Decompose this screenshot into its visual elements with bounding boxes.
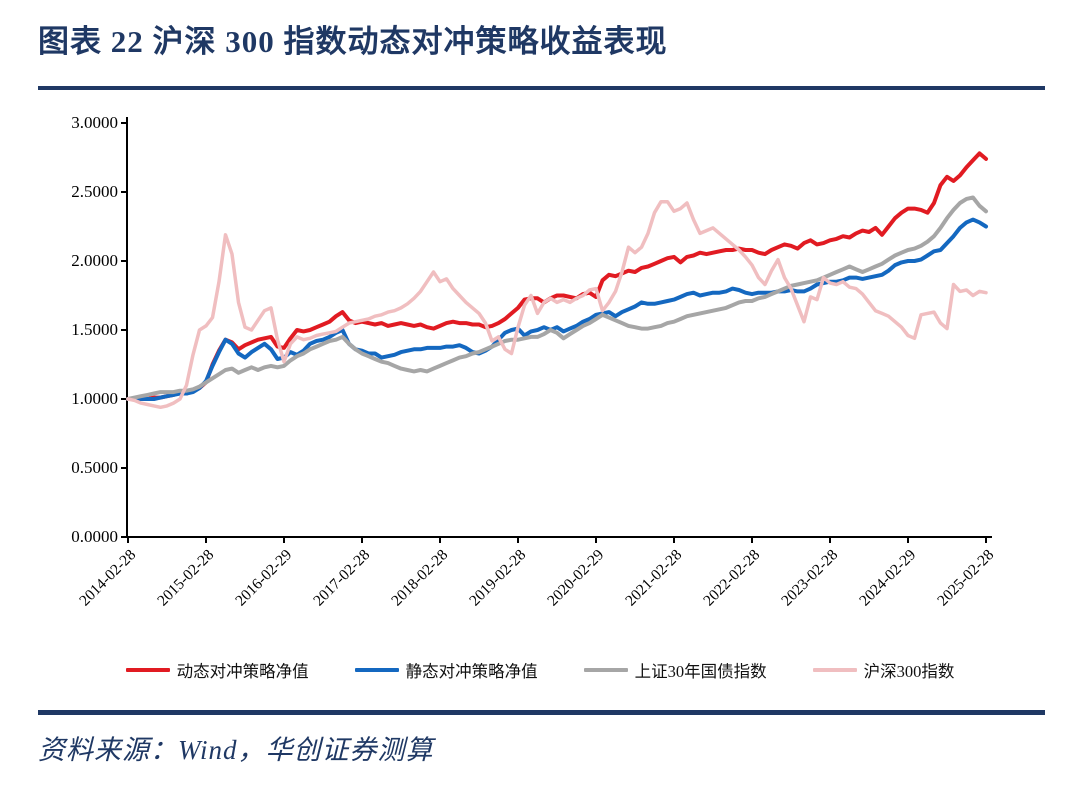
y-tick-label: 3.0000 xyxy=(71,113,118,132)
chart-canvas xyxy=(121,117,992,543)
series-line-0 xyxy=(126,151,988,401)
legend-swatch-icon xyxy=(583,668,628,672)
source-divider xyxy=(38,710,1045,715)
legend-label: 沪深300指数 xyxy=(863,662,955,681)
legend-item-1: 静态对冲策略净值 xyxy=(354,658,538,682)
legend-item-2: 上证30年国债指数 xyxy=(583,658,767,682)
legend-item-3: 沪深300指数 xyxy=(812,658,955,682)
y-tick-label: 0.0000 xyxy=(71,527,118,546)
legend-swatch-icon xyxy=(812,668,857,672)
legend-swatch-icon xyxy=(354,668,399,672)
legend-label: 上证30年国债指数 xyxy=(634,662,767,681)
legend-item-0: 动态对冲策略净值 xyxy=(125,658,309,682)
y-tick-label: 1.0000 xyxy=(71,389,118,408)
source-note: 资料来源：Wind，华创证券测算 xyxy=(38,735,434,765)
series-line-2 xyxy=(126,195,988,401)
chart-legend: 动态对冲策略净值 静态对冲策略净值 上证30年国债指数 沪深300指数 xyxy=(0,658,1080,682)
figure-title: 图表 22 沪深 300 指数动态对冲策略收益表现 xyxy=(38,24,668,59)
y-tick-label: 0.5000 xyxy=(71,458,118,477)
legend-label: 静态对冲策略净值 xyxy=(405,662,538,681)
series-line-1 xyxy=(126,217,988,401)
y-tick-label: 1.5000 xyxy=(71,320,118,339)
legend-swatch-icon xyxy=(125,668,170,672)
chart-area: 0.0000 0.5000 1.0000 1.5000 2.0000 2.5000 3.00… xyxy=(71,113,997,610)
y-tick-label: 2.5000 xyxy=(71,182,118,201)
series-line-3 xyxy=(126,199,988,410)
legend-label: 动态对冲策略净值 xyxy=(176,662,309,681)
y-tick-label: 2.0000 xyxy=(71,251,118,270)
title-divider xyxy=(38,86,1045,90)
